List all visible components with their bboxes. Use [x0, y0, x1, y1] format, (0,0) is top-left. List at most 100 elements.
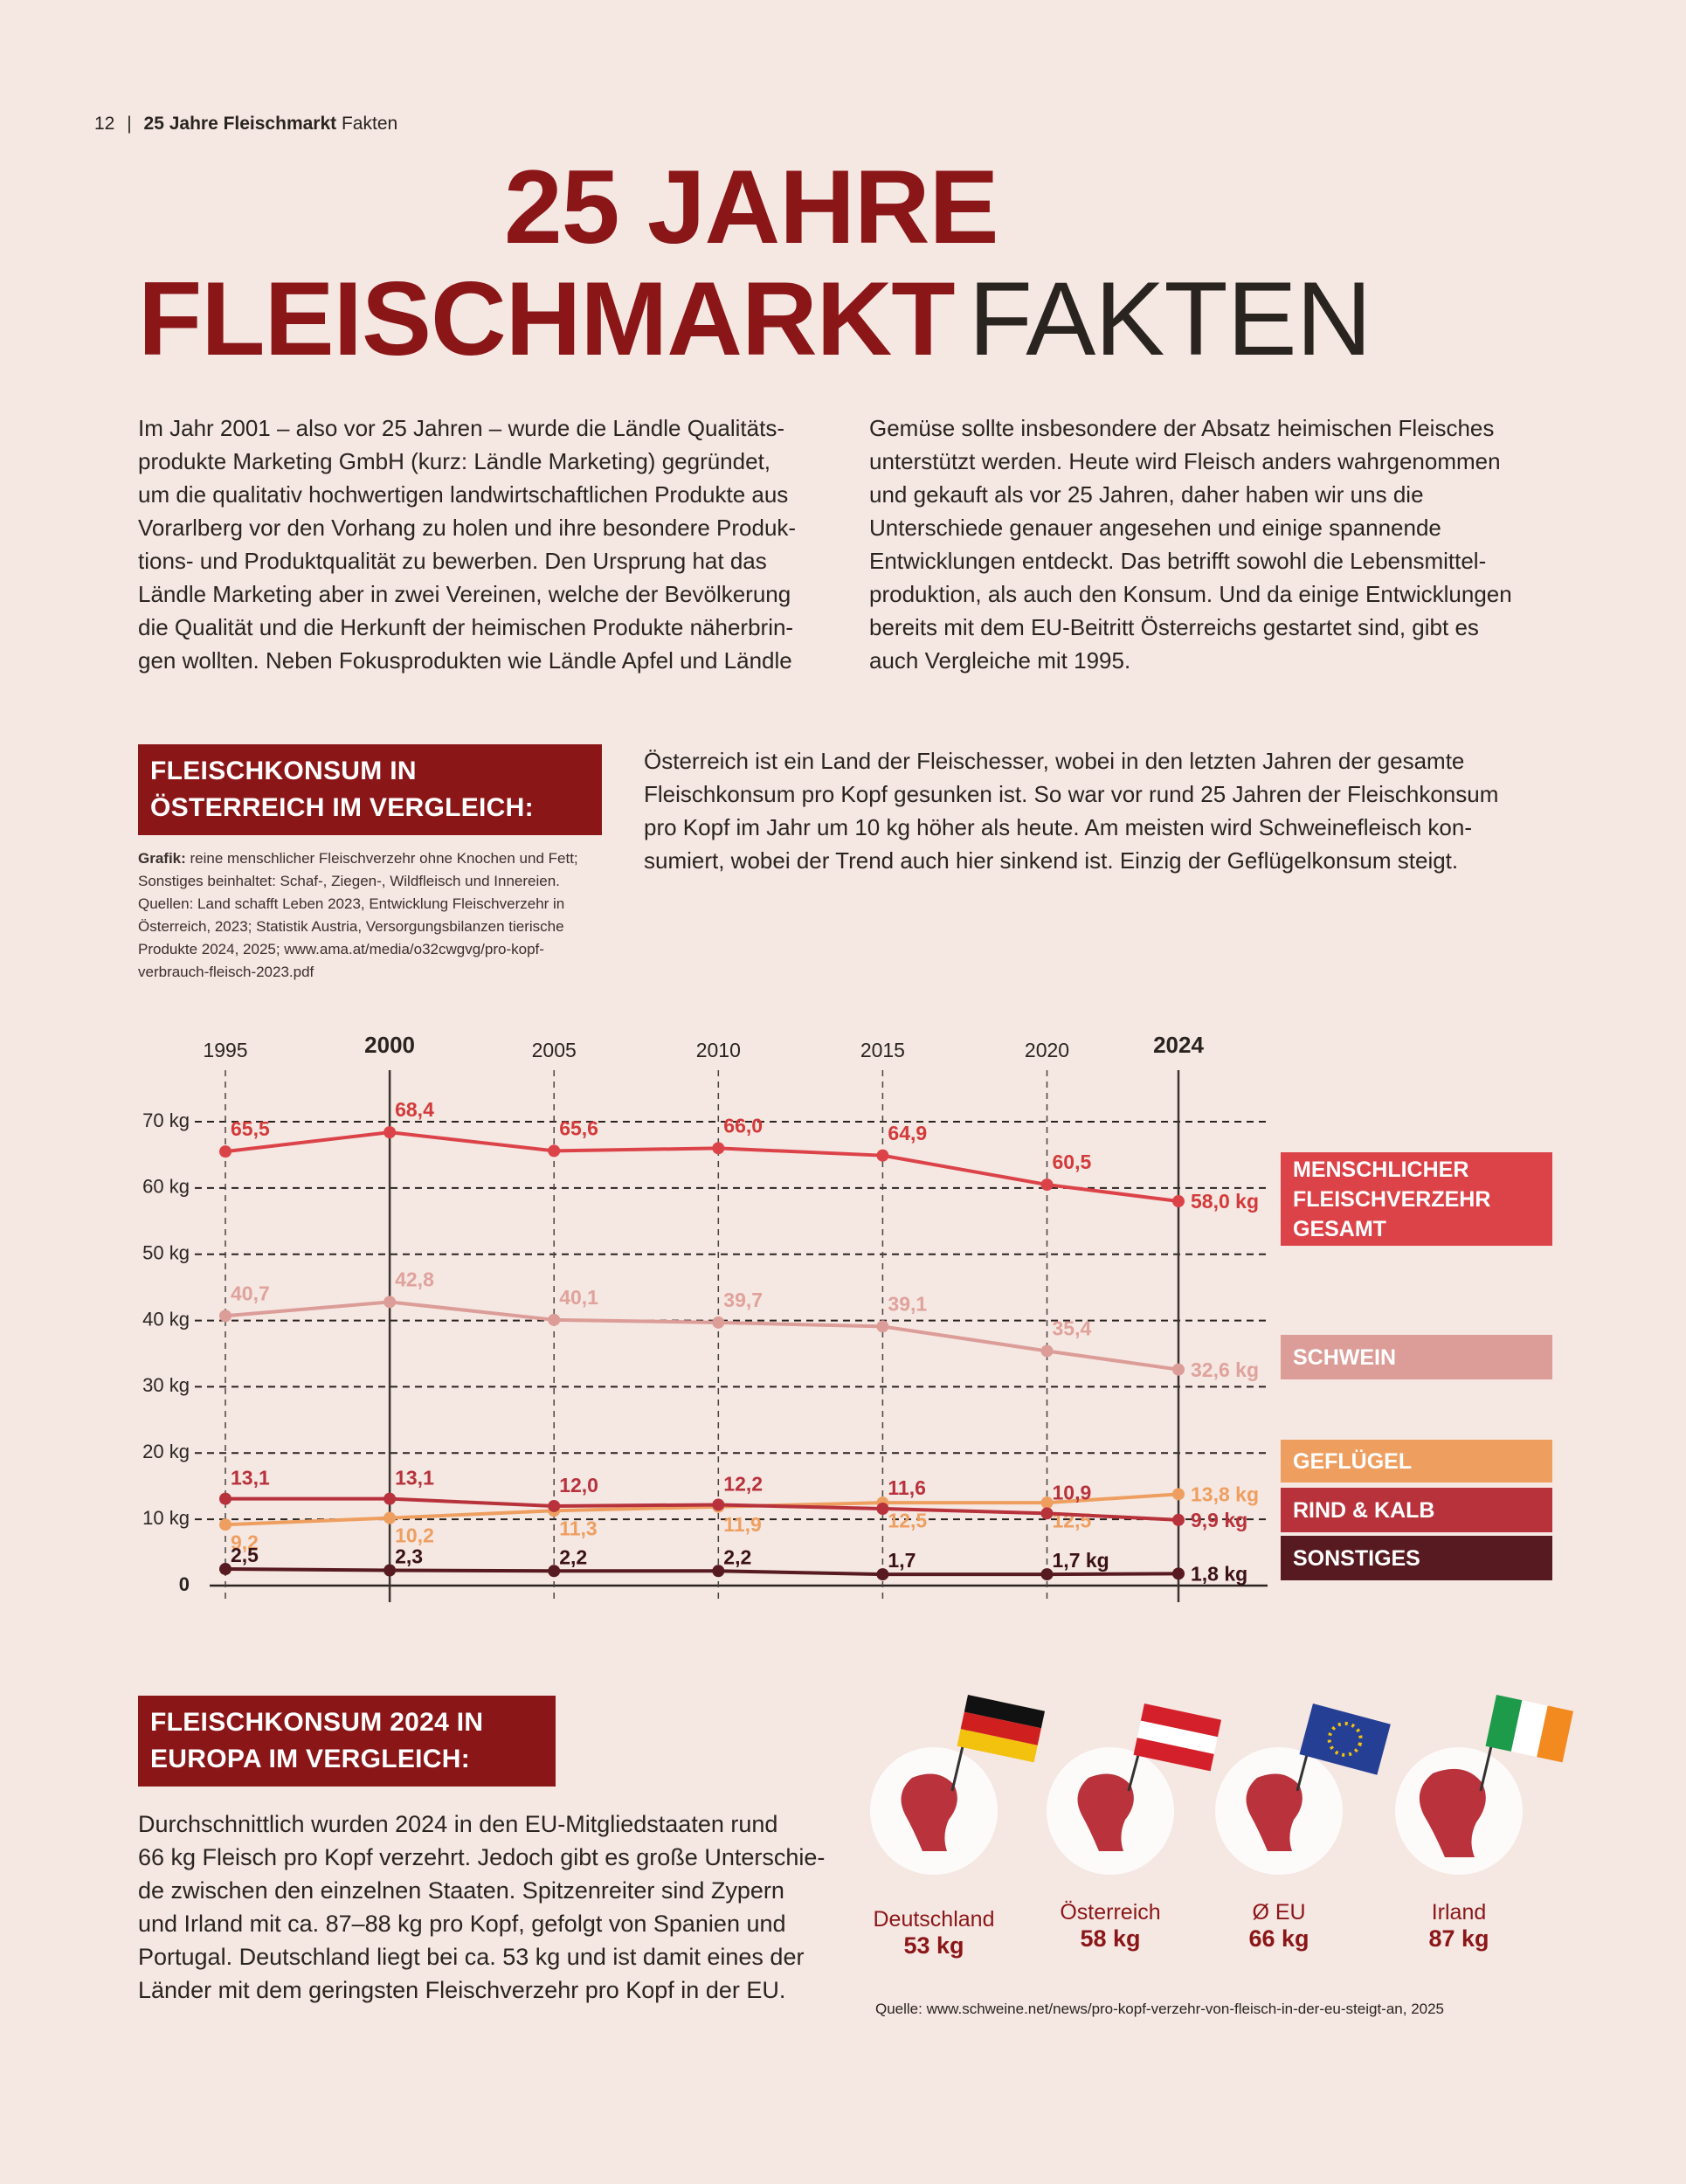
data-label: 13,8 kg	[1191, 1482, 1259, 1505]
data-label: 11,6	[888, 1476, 926, 1499]
data-point	[1172, 1513, 1185, 1526]
country-value: 58 kg	[1080, 1925, 1141, 1952]
note-line: Sonstiges beinhaltet: Schaf-, Ziegen-, W…	[138, 870, 578, 893]
country-name: Österreich	[1060, 1900, 1161, 1925]
x-tick-label: 2010	[696, 1039, 741, 1061]
data-label: 42,8	[395, 1268, 434, 1290]
text-line: Im Jahr 2001 – also vor 25 Jahren – wurd…	[138, 415, 784, 441]
data-point	[712, 1565, 725, 1578]
text-line: Ländle Marketing aber in zwei Vereinen, …	[138, 581, 791, 607]
icon	[1215, 1704, 1391, 1875]
note-text: Quellen: Land schafft Leben 2023, Entwic…	[138, 895, 565, 912]
note-label: Grafik:	[138, 850, 186, 867]
data-point	[548, 1144, 561, 1158]
icon	[870, 1695, 1046, 1875]
icon	[1047, 1704, 1222, 1875]
data-point	[712, 1498, 725, 1511]
country-name: Ø EU	[1252, 1900, 1306, 1925]
note-line: Produkte 2024, 2025; www.ama.at/media/o3…	[138, 938, 578, 961]
legend-item: GEFLÜGEL	[1281, 1440, 1552, 1482]
data-label: 1,7 kg	[1053, 1549, 1109, 1572]
country: Deutschland 53 kg	[829, 1907, 1039, 1959]
text-line: Durchschnittlich wurden 2024 in den EU-M…	[138, 1811, 778, 1837]
legend-item: RIND & KALB	[1281, 1488, 1552, 1532]
text-line: Fleischkonsum pro Kopf gesunken ist. So …	[644, 781, 1499, 807]
country-icons	[870, 1695, 1574, 1875]
data-point	[876, 1568, 889, 1581]
data-point	[712, 1316, 725, 1329]
data-label: 58,0 kg	[1191, 1190, 1259, 1213]
data-label: 9,9 kg	[1191, 1509, 1247, 1531]
text-line: gen wollten. Neben Fokusprodukten wie Lä…	[138, 647, 792, 674]
series-line	[225, 1567, 1179, 1577]
data-point	[1040, 1178, 1054, 1192]
text-line: produkte Marketing GmbH (kurz: Ländle Ma…	[138, 448, 771, 474]
text-line: 66 kg Fleisch pro Kopf verzehrt. Jedoch …	[138, 1844, 826, 1870]
data-label: 11,3	[559, 1517, 598, 1539]
y-tick-label: 70 kg	[142, 1109, 190, 1131]
data-point	[876, 1503, 889, 1516]
data-label: 12,5	[888, 1509, 927, 1531]
page-header: 12 | 25 Jahre Fleischmarkt Fakten	[94, 114, 397, 135]
country-name: Irland	[1431, 1900, 1487, 1925]
series-line	[225, 1300, 1179, 1372]
y-tick-label: 20 kg	[142, 1441, 190, 1462]
data-point	[383, 1564, 397, 1577]
data-label: 39,7	[723, 1289, 763, 1311]
data-label: 32,6 kg	[1191, 1358, 1259, 1381]
text-line: bereits mit dem EU-Beitritt Österreichs …	[869, 614, 1479, 640]
data-point	[1172, 1363, 1185, 1376]
text-line: auch Vergleiche mit 1995.	[869, 647, 1131, 674]
text-line: Portugal. Deutschland liegt bei ca. 53 k…	[138, 1944, 805, 1970]
section-title: FLEISCHKONSUM IN ÖSTERREICH IM VERGLEICH…	[138, 744, 602, 835]
data-label: 10,2	[395, 1524, 434, 1547]
note-line: Österreich, 2023; Statistik Austria, Ver…	[138, 916, 578, 938]
data-point	[876, 1149, 889, 1162]
data-point	[219, 1145, 231, 1158]
data-label: 39,1	[888, 1292, 927, 1315]
note-line: Grafik: reine menschlicher Fleischverzeh…	[138, 847, 578, 870]
y-tick-label: 60 kg	[142, 1176, 190, 1198]
data-label: 2,5	[231, 1544, 259, 1566]
text-line: um die qualitativ hochwertigen landwirts…	[138, 481, 789, 508]
data-label: 66,0	[723, 1114, 763, 1137]
data-label: 9,2	[231, 1531, 259, 1553]
data-point	[876, 1320, 889, 1333]
country-name: Deutschland	[873, 1907, 995, 1932]
x-tick-label: 2000	[364, 1032, 415, 1058]
data-point	[219, 1563, 231, 1576]
text-line: de zwischen den einzelnen Staaten. Spitz…	[138, 1877, 784, 1904]
data-label: 40,1	[559, 1286, 598, 1309]
text-line: pro Kopf im Jahr um 10 kg höher als heut…	[644, 814, 1473, 840]
note-text: Sonstiges beinhaltet: Schaf-, Ziegen-, W…	[138, 873, 560, 889]
country: Ø EU 66 kg	[1174, 1900, 1384, 1952]
text-line: Österreich ist ein Land der Fleischesser…	[644, 748, 1465, 774]
icon	[1395, 1695, 1574, 1875]
data-label: 65,6	[559, 1116, 598, 1139]
data-label: 1,7	[888, 1549, 916, 1572]
data-point	[383, 1126, 397, 1139]
data-label: 64,9	[888, 1122, 927, 1144]
x-tick-label: 2005	[532, 1039, 577, 1061]
text-line: Entwicklungen entdeckt. Das betrifft sow…	[869, 548, 1487, 574]
data-label: 10,9	[1053, 1481, 1092, 1503]
separator: |	[127, 114, 132, 134]
text-line: unterstützt werden. Heute wird Fleisch a…	[869, 448, 1501, 474]
data-point	[383, 1492, 397, 1505]
data-label: 13,1	[231, 1467, 270, 1489]
note-line: verbrauch-fleisch-2023.pdf	[138, 961, 578, 984]
text-line: sumiert, wobei der Trend auch hier sinke…	[644, 847, 1459, 874]
title-light: FAKTEN	[968, 260, 1372, 377]
data-label: 2,2	[559, 1545, 587, 1568]
x-tick-label: 2020	[1025, 1039, 1069, 1061]
section-text: Österreich ist ein Land der Fleischesser…	[644, 744, 1498, 877]
x-tick-label: 2024	[1153, 1032, 1204, 1058]
series-line	[225, 1130, 1179, 1204]
data-label: 11,9	[723, 1513, 762, 1536]
text-line: und gekauft als vor 25 Jahren, daher hab…	[869, 481, 1424, 508]
data-label: 12,2	[723, 1473, 763, 1496]
text-line: Unterschiede genauer angesehen und einig…	[869, 515, 1441, 541]
page-number: 12	[94, 114, 115, 134]
legend-item: SCHWEIN	[1281, 1335, 1552, 1379]
